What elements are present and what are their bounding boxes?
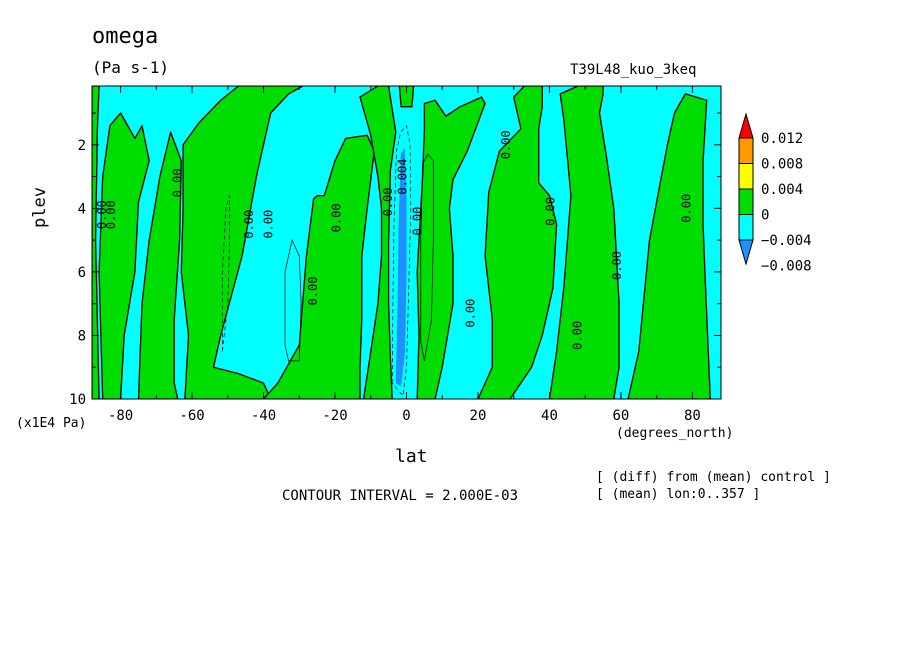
x-tick-label-1: -60 <box>179 408 204 424</box>
contour-interval-text: CONTOUR INTERVAL = 2.000E-03 <box>282 488 519 504</box>
x-tick-label-8: 80 <box>684 408 701 424</box>
contour-label-15: 0.00 <box>680 194 694 223</box>
filled-regions <box>92 86 711 399</box>
contour-label-1: 0.00 <box>104 200 118 229</box>
positive-region-8 <box>548 86 620 399</box>
contour-label-10: 0.00 <box>463 299 477 328</box>
chart-units: (Pa s-1) <box>92 58 170 77</box>
x-tick-label-7: 60 <box>613 408 630 424</box>
x-axis-label: lat <box>395 446 428 467</box>
run-id-label: T39L48_kuo_3keq <box>570 62 697 78</box>
x-tick-label-0: -80 <box>108 408 133 424</box>
x-tick-label-4: 0 <box>402 408 410 424</box>
x-tick-label-5: 20 <box>470 408 487 424</box>
contour-label-11: 0.00 <box>499 130 513 159</box>
positive-region-4 <box>262 134 375 399</box>
positive-region-2 <box>137 131 182 399</box>
colorbar-box-1 <box>738 137 754 164</box>
positive-region-3 <box>180 86 304 399</box>
y-tick-label-2: 6 <box>78 265 86 281</box>
contour-label-12: 0.00 <box>544 197 558 226</box>
positive-region-7 <box>477 86 558 399</box>
y-tick-label-4: 10 <box>69 392 86 408</box>
x-axis-unit: (degrees_north) <box>616 426 734 441</box>
contour-label-8: 0.004 <box>395 159 409 195</box>
mean-note: [ (mean) lon:0..357 ] <box>596 487 761 502</box>
y-axis-unit: (x1E4 Pa) <box>16 416 87 431</box>
colorbar-top-triangle <box>738 112 754 139</box>
contour-label-5: 0.00 <box>306 277 320 306</box>
contour-line-dashed-1 <box>391 124 412 397</box>
contour-label-14: 0.00 <box>610 251 624 280</box>
negative-region-0 <box>395 148 407 387</box>
colorbar-label-5: −0.008 <box>761 259 812 275</box>
colorbar-label-0: 0.012 <box>761 131 803 147</box>
contour-label-7: 0.00 <box>381 188 395 217</box>
colorbar-bottom-triangle <box>738 239 754 266</box>
y-tick-label-3: 8 <box>78 328 86 344</box>
chart-title: omega <box>92 24 159 49</box>
colorbar-label-3: 0 <box>761 208 769 224</box>
y-tick-label-0: 2 <box>78 138 86 154</box>
positive-region-10 <box>398 86 415 108</box>
x-tick-label-6: 40 <box>541 408 558 424</box>
contour-line-solid-0 <box>284 239 302 362</box>
diff-note: [ (diff) from (mean) control ] <box>596 470 831 485</box>
positive-region-9 <box>627 93 711 399</box>
contour-label-9: 0.00 <box>410 207 424 236</box>
contour-label-4: 0.00 <box>261 210 275 239</box>
contour-label-6: 0.00 <box>329 203 343 232</box>
positive-region-1 <box>98 112 150 399</box>
contour-line-solid-1 <box>420 153 434 361</box>
contour-label-0: 0.00 <box>95 200 109 229</box>
y-tick-label-1: 4 <box>78 201 86 217</box>
positive-region-5 <box>359 86 397 399</box>
colorbar-label-2: 0.004 <box>761 182 803 198</box>
colorbar-box-4 <box>738 214 754 241</box>
contour-line-dashed-0 <box>222 195 230 352</box>
colorbar-legend: 0.012 0.008 0.004 0 −0.004 −0.008 <box>738 112 812 275</box>
x-tick-label-3: -20 <box>322 408 347 424</box>
x-axis-ticks: -80 -60 -40 -20 0 20 40 60 80 <box>108 86 701 424</box>
colorbar-box-2 <box>738 163 754 190</box>
contour-label-3: 0.00 <box>242 210 256 239</box>
colorbar-label-1: 0.008 <box>761 157 803 173</box>
contour-label-13: 0.00 <box>571 321 585 350</box>
x-tick-label-2: -40 <box>251 408 276 424</box>
colorbar-label-4: −0.004 <box>761 233 812 249</box>
contour-labels: 0.000.000.000.00 0.000.000.000.000.0040.0… <box>95 130 693 349</box>
colorbar-box-3 <box>738 188 754 215</box>
contour-label-2: 0.00 <box>170 168 184 197</box>
thin-contours <box>222 124 434 397</box>
y-axis-ticks: 2 4 6 8 10 <box>69 112 721 408</box>
